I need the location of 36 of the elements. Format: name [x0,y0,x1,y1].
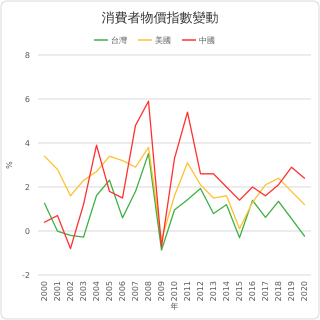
y-axis-title: % [5,160,14,169]
x-tick-label: 2001 [53,281,62,302]
x-tick-label: 2016 [248,281,257,302]
x-tick-label: 2015 [235,281,244,302]
x-tick-label: 2007 [131,281,140,302]
x-tick-label: 2013 [209,281,218,302]
line-series [44,100,306,250]
legend-label: 美國 [155,36,171,45]
x-tick-label: 2002 [66,281,75,302]
x-tick-label: 2006 [118,281,127,302]
x-tick-label: 2012 [196,281,205,302]
legend-label: 中國 [199,36,215,45]
line-series [44,146,306,240]
x-tick-label: 2014 [222,281,231,302]
x-tick-label: 2003 [79,281,88,302]
x-tick-label: 2010 [170,281,179,302]
x-tick-label: 2008 [144,281,153,302]
chart-title: 消費者物價指數變動 [102,11,218,26]
x-tick-label: 2019 [287,281,296,302]
x-tick-label: 2017 [261,281,270,302]
x-tick-label: 2018 [274,281,283,302]
x-tick-label: 2004 [92,281,101,302]
y-tick-label: 8 [24,51,30,60]
x-tick-label: 2000 [40,281,49,302]
y-tick-label: 2 [24,183,30,192]
x-tick-label: 2020 [300,281,309,302]
y-tick-label: 4 [24,139,30,148]
x-axis-title: 年 [170,302,178,311]
line-series [44,152,306,251]
x-tick-label: 2011 [183,281,192,302]
y-tick-label: 0 [24,227,30,236]
y-tick-label: 6 [24,95,30,104]
x-tick-label: 2009 [157,281,166,302]
legend-label: 台灣 [111,36,127,45]
x-tick-label: 2005 [105,281,114,302]
y-tick-label: -2 [22,271,30,280]
